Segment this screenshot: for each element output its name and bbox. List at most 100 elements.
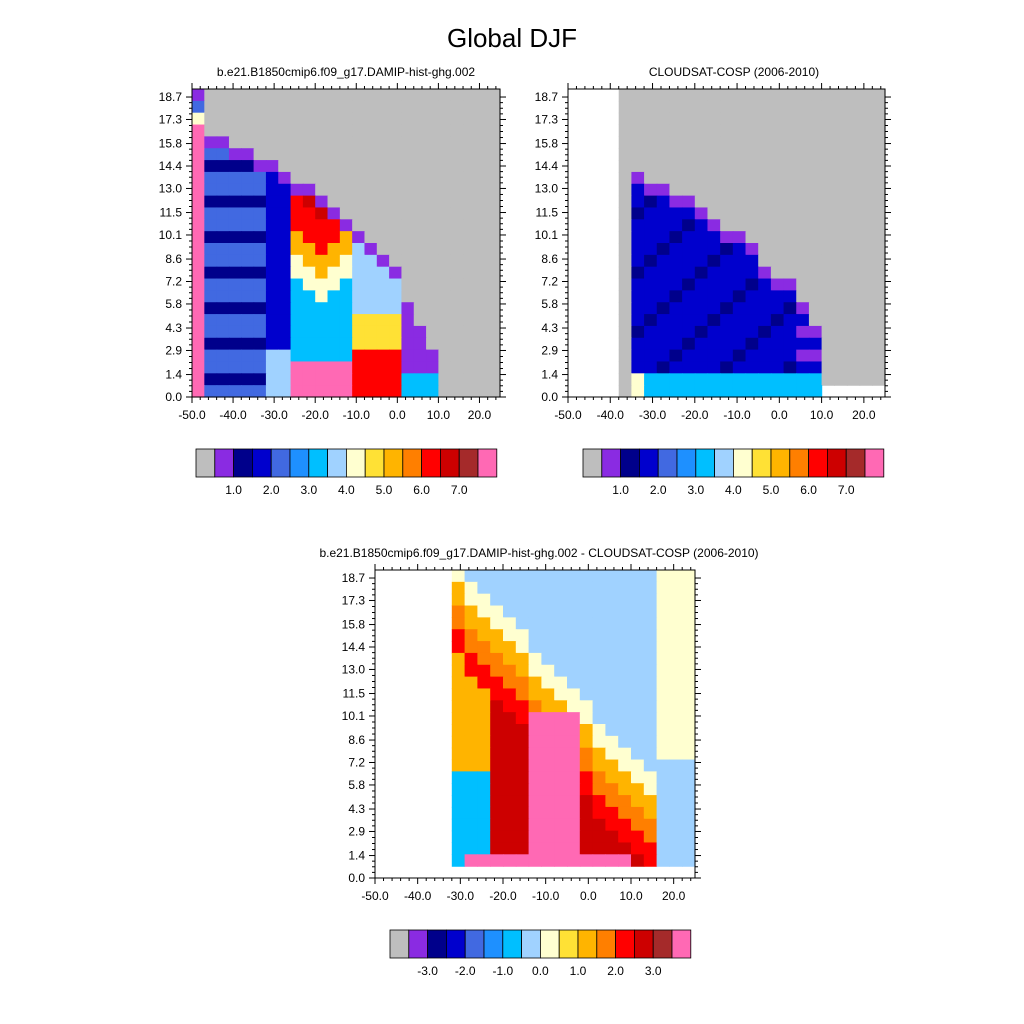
heatmap-cell [783,373,797,386]
heatmap-cell [669,112,683,126]
heatmap-cell [834,100,848,114]
heatmap-cell [339,290,353,303]
heatmap-cell [389,148,403,161]
heatmap-cell [644,349,658,363]
heatmap-cell [720,337,734,351]
heatmap-cell [834,266,848,280]
heatmap-cell [278,124,292,137]
heatmap-cell [720,100,734,114]
heatmap-cell [872,219,886,232]
heatmap-cell [796,302,810,315]
heatmap-cell [821,373,835,386]
heatmap-cell [631,112,645,126]
heatmap-cell [477,629,491,642]
heatmap-cell [327,89,341,102]
heatmap-cell [618,254,632,268]
x-tick-label: 0.0 [580,889,597,903]
heatmap-cell [475,254,489,268]
heatmap-cell [253,183,267,197]
heatmap-cell [872,373,886,386]
heatmap-cell [216,183,230,197]
heatmap-cell [618,385,632,398]
colorbar-box [383,448,404,478]
heatmap-cell [605,629,619,642]
heatmap-cell [241,302,255,315]
heatmap-cell [253,325,267,339]
heatmap-cell [554,806,568,820]
heatmap-cell [644,373,658,386]
heatmap-cell [426,290,439,303]
heatmap-cell [228,100,242,114]
heatmap-cell [567,688,581,701]
heatmap-cell [438,100,452,114]
heatmap-cell [745,148,759,161]
heatmap-cell [758,254,772,268]
heatmap-cell [451,771,466,784]
heatmap-cell [796,314,810,327]
heatmap-cell [770,337,785,351]
heatmap-cell [515,806,530,820]
heatmap-cell [463,148,476,161]
heatmap-cell [541,570,555,583]
heatmap-cell [656,112,671,126]
heatmap-cell [401,171,415,185]
heatmap-cell [315,148,329,161]
heatmap-cell [720,314,734,327]
heatmap-cell [770,243,785,256]
heatmap-cell [477,688,491,701]
heatmap-cell [475,385,489,398]
heatmap-cell [567,747,581,761]
heatmap-cell [352,337,366,351]
heatmap-cell [204,254,218,268]
heatmap-cell [389,219,403,232]
heatmap-cell [821,171,835,185]
heatmap-cell [631,747,645,761]
heatmap-cell [682,219,696,232]
y-tick-label: 7.2 [348,756,365,770]
heatmap-cell [643,676,658,690]
heatmap-cell [253,254,267,268]
heatmap-cell [426,314,439,327]
heatmap-cell [579,652,594,666]
colorbar-box [615,929,635,959]
heatmap-cell [821,100,835,114]
heatmap-cell [451,641,466,654]
heatmap-cell [290,349,304,363]
heatmap-cell [426,349,439,363]
heatmap-cell [475,171,489,185]
heatmap-cell [364,112,378,126]
heatmap-cell [327,219,341,232]
heatmap-cell [669,664,683,678]
heatmap-cell [464,818,478,832]
heatmap-cell [720,266,734,280]
heatmap-cell [290,373,304,386]
heatmap-cell [352,207,366,220]
heatmap-cell [758,337,772,351]
heatmap-cell [618,629,632,642]
heatmap-cell [694,124,709,137]
heatmap-cell [438,89,452,102]
heatmap-cell [228,183,242,197]
heatmap-cell [644,385,658,398]
colorbar-box [445,929,466,959]
heatmap-cell [528,641,542,654]
heatmap-cell [192,337,205,351]
heatmap-cell [192,278,205,291]
heatmap-cell [487,124,501,137]
heatmap-cell [339,361,353,374]
heatmap-cell [707,136,721,149]
heatmap-cell [732,89,747,102]
heatmap-cell [821,302,835,315]
colorbar-box [577,929,598,959]
x-tick-label: -40.0 [404,889,432,903]
heatmap-cell [618,136,632,149]
heatmap-cell [669,629,683,642]
heatmap-cell [770,136,785,149]
heatmap-cell [541,688,555,701]
heatmap-cell [643,818,658,832]
x-tick-label: 0.0 [389,408,406,422]
heatmap-cell [389,337,403,351]
heatmap-cell [253,337,267,351]
heatmap-cell [808,290,823,303]
